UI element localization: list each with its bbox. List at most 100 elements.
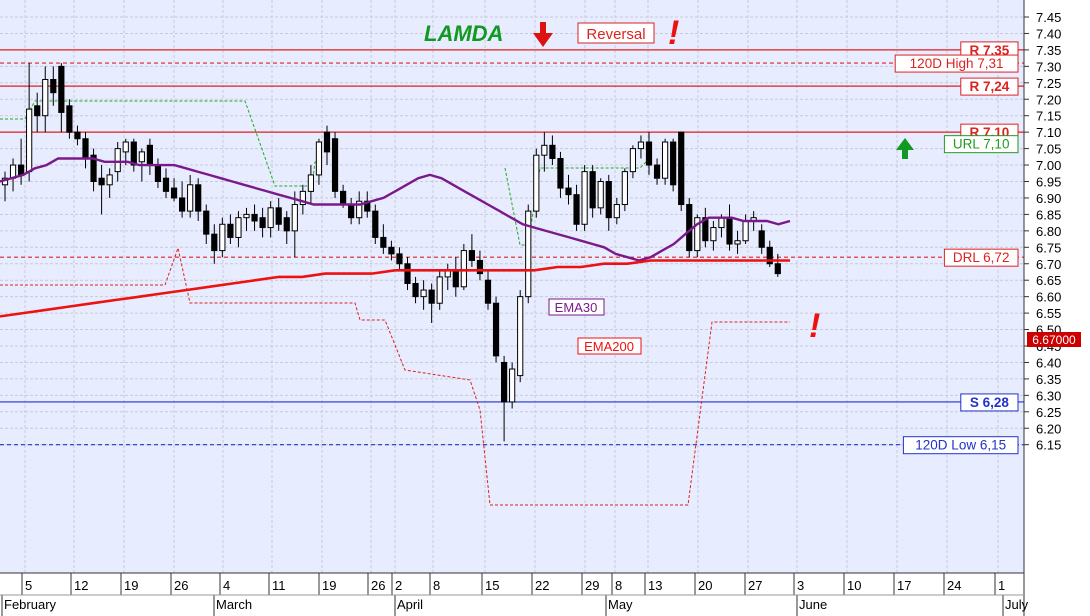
candle-body bbox=[581, 171, 588, 225]
level-label-box bbox=[894, 54, 1019, 73]
candle-body bbox=[114, 148, 121, 173]
y-tick-label: 7.10 bbox=[1036, 125, 1061, 140]
candle-body bbox=[251, 213, 258, 222]
y-tick-label: 6.90 bbox=[1036, 191, 1061, 206]
candle-body bbox=[428, 289, 435, 304]
y-tick-label: 6.40 bbox=[1036, 355, 1061, 370]
level-label: S 6,28 bbox=[970, 395, 1010, 410]
level-label-box bbox=[960, 77, 1019, 96]
candle-body bbox=[718, 217, 725, 229]
candle-body bbox=[187, 184, 194, 212]
trailing-stop-lower bbox=[0, 246, 790, 506]
candle-body bbox=[766, 246, 773, 265]
y-tick-label: 6.70 bbox=[1036, 257, 1061, 272]
candle-body bbox=[356, 200, 363, 219]
month-label: May bbox=[608, 597, 633, 612]
y-tick-label: 6.20 bbox=[1036, 421, 1061, 436]
down-arrow-icon bbox=[533, 22, 553, 47]
candle-body bbox=[629, 148, 636, 173]
x-tick-label: 29 bbox=[585, 578, 599, 593]
candle-body bbox=[74, 131, 81, 140]
candle-body bbox=[82, 138, 89, 159]
chart-background bbox=[0, 0, 1024, 573]
candle-body bbox=[235, 217, 242, 238]
candle-body bbox=[372, 210, 379, 238]
y-axis: 7.457.40 7.357.30 7.257.20 7.157.10 7.057.00… bbox=[1023, 0, 1061, 616]
y-tick-label: 6.35 bbox=[1036, 372, 1061, 387]
candle-body bbox=[122, 141, 129, 153]
candle-body bbox=[138, 151, 145, 163]
y-tick-label: 6.80 bbox=[1036, 224, 1061, 239]
x-tick-label: 4 bbox=[223, 578, 230, 593]
candle-body bbox=[484, 279, 492, 304]
y-tick-label: 6.85 bbox=[1036, 207, 1061, 222]
reversal-label: Reversal bbox=[586, 26, 645, 43]
candle-body bbox=[452, 269, 459, 288]
candle-body bbox=[678, 131, 685, 206]
x-tick-label: 8 bbox=[615, 578, 622, 593]
chart-title: LAMDA bbox=[424, 21, 503, 46]
y-tick-label: 6.30 bbox=[1036, 388, 1061, 403]
month-label: March bbox=[216, 597, 252, 612]
candle-body bbox=[637, 141, 645, 150]
level-label: 120D High 7,31 bbox=[910, 56, 1004, 71]
candle-body bbox=[412, 282, 419, 298]
x-tick-label: 12 bbox=[74, 578, 88, 593]
candle-body bbox=[227, 223, 234, 238]
level-label-box bbox=[943, 248, 1019, 267]
up-arrow-icon bbox=[896, 138, 914, 159]
level-label: R 7,35 bbox=[970, 43, 1010, 58]
candles bbox=[1, 63, 781, 442]
candle-body bbox=[420, 289, 427, 298]
candle-body bbox=[645, 141, 653, 166]
candle-body bbox=[742, 220, 749, 242]
x-tick-label: 17 bbox=[897, 578, 911, 593]
candle-body bbox=[686, 204, 693, 252]
x-tick-label: 22 bbox=[535, 578, 549, 593]
candle-body bbox=[34, 105, 41, 117]
x-tick-label: 15 bbox=[485, 578, 499, 593]
x-tick-label: 26 bbox=[371, 578, 385, 593]
candle-body bbox=[203, 210, 210, 235]
candle-body bbox=[460, 250, 467, 288]
candle-body bbox=[58, 65, 65, 113]
y-tick-label: 6.95 bbox=[1036, 175, 1061, 190]
candle-body bbox=[315, 141, 323, 176]
candle-body bbox=[573, 194, 580, 225]
candle-body bbox=[243, 213, 250, 219]
exclamation-icon-right: ! bbox=[809, 307, 820, 345]
month-label: June bbox=[799, 597, 827, 612]
x-tick-label: 3 bbox=[797, 578, 804, 593]
candle-body bbox=[323, 131, 331, 153]
candle-body bbox=[130, 141, 137, 166]
y-tick-label: 7.40 bbox=[1036, 26, 1061, 41]
level-label: URL 7,10 bbox=[953, 137, 1010, 152]
candle-body bbox=[476, 259, 484, 275]
candle-body bbox=[170, 187, 178, 199]
candle-body bbox=[154, 164, 162, 183]
candle-body bbox=[517, 296, 524, 377]
y-tick-label: 6.75 bbox=[1036, 240, 1061, 255]
candle-body bbox=[331, 138, 339, 192]
y-tick-label: 7.35 bbox=[1036, 43, 1061, 58]
candle-body bbox=[758, 230, 765, 248]
ema200-label: EMA200 bbox=[584, 339, 634, 354]
x-tick-label: 27 bbox=[748, 578, 762, 593]
candle-body bbox=[404, 263, 411, 284]
price-tag: 6.67000 bbox=[1032, 333, 1076, 347]
candle-body bbox=[670, 141, 677, 186]
candle-body bbox=[50, 79, 57, 94]
y-tick-label: 6.25 bbox=[1036, 405, 1061, 420]
x-tick-label: 2 bbox=[395, 578, 402, 593]
moving-averages: EMA30 EMA200 bbox=[0, 157, 791, 355]
candle-body bbox=[726, 217, 733, 245]
level-label-box bbox=[943, 135, 1019, 154]
candle-body bbox=[653, 164, 661, 179]
ema30-label-box bbox=[548, 298, 605, 316]
candle-body bbox=[557, 157, 564, 189]
candle-body bbox=[734, 240, 741, 245]
x-tick-label: 24 bbox=[947, 578, 961, 593]
x-tick-label: 11 bbox=[272, 578, 286, 593]
